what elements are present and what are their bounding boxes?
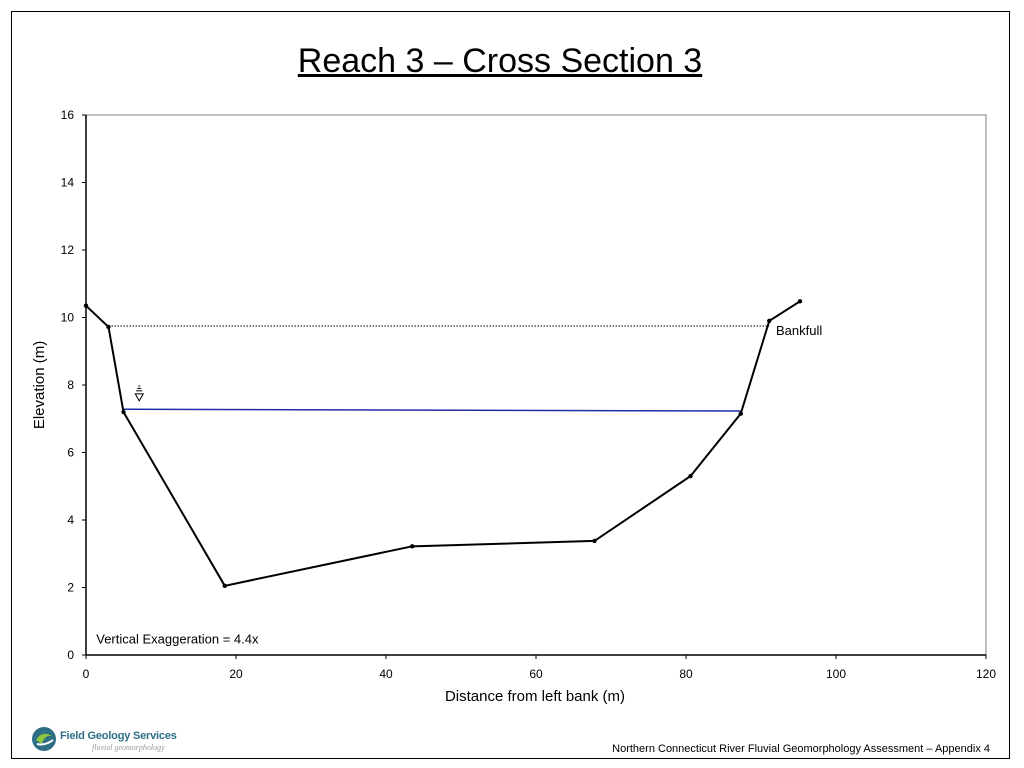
y-tick-label: 2 xyxy=(67,581,74,595)
survey-point xyxy=(121,409,126,415)
logo-name: Field Geology Services xyxy=(60,730,177,742)
survey-point xyxy=(83,303,89,308)
survey-point xyxy=(222,583,227,589)
x-tick-label: 40 xyxy=(379,667,393,681)
x-tick-label: 80 xyxy=(679,667,693,681)
y-tick-label: 14 xyxy=(61,176,75,190)
slide-footer: Northern Connecticut River Fluvial Geomo… xyxy=(612,743,990,755)
slide-frame xyxy=(11,11,1010,759)
field-geology-logo-icon xyxy=(32,727,56,751)
x-tick-label: 20 xyxy=(229,667,243,681)
water-surface-line xyxy=(123,408,741,412)
y-axis-ticks: 0 2 4 6 8 10 12 14 16 xyxy=(61,108,86,662)
logo-tagline: fluvial geomorphology xyxy=(92,743,165,752)
x-tick-label: 0 xyxy=(83,667,90,681)
x-tick-label: 100 xyxy=(826,667,846,681)
survey-point xyxy=(767,318,772,324)
survey-point xyxy=(688,473,693,479)
x-axis-title: Distance from left bank (m) xyxy=(445,688,625,705)
x-tick-label: 120 xyxy=(976,667,996,681)
survey-point xyxy=(410,544,415,549)
survey-point xyxy=(106,324,111,330)
slide-title: Reach 3 – Cross Section 3 xyxy=(297,42,703,80)
y-tick-label: 0 xyxy=(67,648,74,662)
vertical-exaggeration-label: Vertical Exaggeration = 4.4x xyxy=(96,632,259,647)
y-tick-label: 6 xyxy=(67,446,74,460)
y-tick-label: 16 xyxy=(61,108,75,122)
x-axis-ticks: 0 20 40 60 80 100 120 xyxy=(83,655,996,681)
water-level-icon xyxy=(134,385,145,402)
plot-area xyxy=(85,114,987,656)
y-axis-title: Elevation (m) xyxy=(31,341,48,429)
x-tick-label: 60 xyxy=(529,667,543,681)
y-tick-label: 10 xyxy=(61,311,75,325)
survey-point xyxy=(797,299,803,304)
y-tick-label: 4 xyxy=(67,513,74,527)
survey-point xyxy=(738,411,743,416)
survey-point xyxy=(592,538,597,544)
y-tick-label: 12 xyxy=(61,243,75,257)
ground-profile-line xyxy=(85,300,801,587)
y-tick-label: 8 xyxy=(67,378,74,392)
bankfull-label: Bankfull xyxy=(776,323,822,338)
series-layer xyxy=(83,299,803,589)
